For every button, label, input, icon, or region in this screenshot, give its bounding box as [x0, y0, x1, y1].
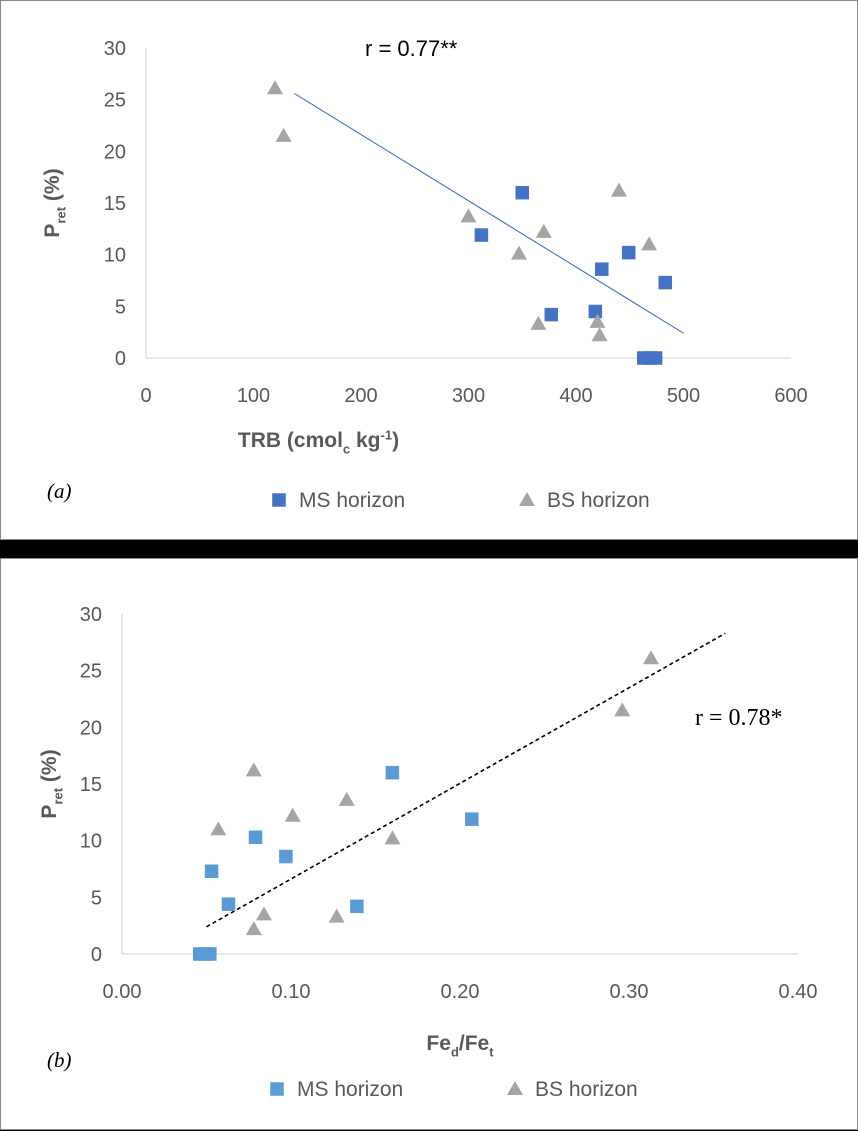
x-tick-label: 100 [237, 385, 270, 407]
legend-marker [519, 492, 535, 506]
data-point [248, 830, 263, 845]
data-point [621, 245, 636, 260]
y-tick-label: 20 [104, 141, 126, 163]
data-point [658, 275, 672, 290]
legend-label: BS horizon [535, 1078, 638, 1101]
chart-panel-a: 0 5 10 15 20 25 30 0 100 200 300 400 500 600 TRB (cmol… [0, 0, 858, 540]
data-point [384, 830, 401, 845]
y-axis-title: Pret (%) [38, 749, 65, 818]
y-tick-label: 25 [104, 90, 126, 112]
data-point [595, 262, 609, 276]
correlation-annotation: r = 0.77** [365, 36, 458, 61]
data-point [465, 812, 479, 826]
data-point [221, 897, 236, 911]
data-point [338, 791, 355, 806]
data-point [275, 127, 292, 142]
data-point [530, 315, 547, 330]
x-tick-label: 0.10 [272, 981, 311, 1003]
chart-b-svg: 0 5 10 15 20 25 30 0.00 0.10 0.20 0.30 0.40 Fed/Fet P… [38, 604, 818, 1101]
data-point [544, 307, 559, 322]
x-tick-label: 0.30 [610, 981, 649, 1003]
data-point [515, 185, 529, 200]
data-point [474, 228, 489, 242]
y-tick-label: 30 [104, 38, 126, 60]
data-point [642, 650, 659, 665]
legend-label: MS horizon [299, 489, 405, 512]
x-tick-label: 600 [774, 385, 807, 407]
data-point [589, 313, 606, 328]
data-point [267, 80, 283, 95]
panel-label: (b) [47, 1048, 72, 1072]
data-point [385, 765, 400, 780]
x-axis-title: Fed/Fet [426, 1032, 494, 1059]
correlation-annotation: r = 0.78* [695, 705, 783, 731]
x-tick-label: 0.00 [103, 981, 142, 1003]
x-tick-label: 0.20 [441, 981, 480, 1003]
data-point [210, 821, 227, 836]
y-tick-label: 30 [80, 604, 102, 626]
x-tick-label: 0 [140, 385, 151, 407]
data-point [245, 762, 262, 777]
data-point [511, 245, 528, 260]
x-tick-label: 500 [667, 385, 700, 407]
data-point [460, 208, 477, 223]
series-ms-horizon [192, 765, 479, 961]
trendline [206, 632, 726, 928]
data-point [535, 223, 552, 238]
y-tick-label: 0 [115, 348, 126, 370]
data-point [328, 908, 345, 923]
y-tick-label: 15 [80, 774, 102, 796]
data-point [588, 304, 603, 319]
legend-marker [272, 493, 286, 507]
series-bs-horizon [267, 80, 658, 342]
legend-marker [507, 1081, 523, 1095]
series-bs-horizon [210, 650, 659, 936]
x-tick-label: 300 [452, 385, 485, 407]
y-tick-label: 10 [80, 831, 102, 853]
data-point [350, 899, 364, 914]
data-point [245, 921, 262, 936]
panel-label: (a) [47, 479, 72, 503]
data-point [204, 864, 219, 879]
legend-marker [270, 1082, 284, 1096]
data-point [284, 807, 301, 822]
trendline [294, 92, 684, 334]
legend-label: BS horizon [547, 489, 650, 512]
data-point [614, 702, 631, 717]
data-point [591, 327, 608, 342]
series-ms-horizon [474, 185, 672, 365]
data-point [611, 182, 627, 197]
y-tick-label: 5 [115, 296, 126, 318]
data-point [279, 849, 293, 864]
y-axis-title: Pret (%) [41, 168, 68, 237]
y-tick-label: 0 [91, 944, 102, 966]
data-point [255, 906, 272, 921]
y-tick-label: 20 [80, 717, 102, 739]
y-tick-label: 25 [80, 661, 102, 683]
y-tick-label: 10 [104, 245, 126, 267]
data-point [641, 236, 658, 251]
x-tick-label: 200 [344, 385, 377, 407]
chart-panel-b: 0 5 10 15 20 25 30 0.00 0.10 0.20 0.30 0.40 Fed/Fet P… [0, 558, 858, 1130]
x-tick-label: 0.40 [779, 981, 818, 1003]
y-tick-label: 15 [104, 193, 126, 215]
x-tick-label: 400 [559, 385, 592, 407]
data-point [203, 947, 217, 961]
data-point [648, 351, 663, 365]
x-axis-title: TRB (cmolc kg-1) [238, 428, 399, 457]
y-tick-label: 5 [91, 887, 102, 909]
legend-label: MS horizon [297, 1078, 403, 1101]
